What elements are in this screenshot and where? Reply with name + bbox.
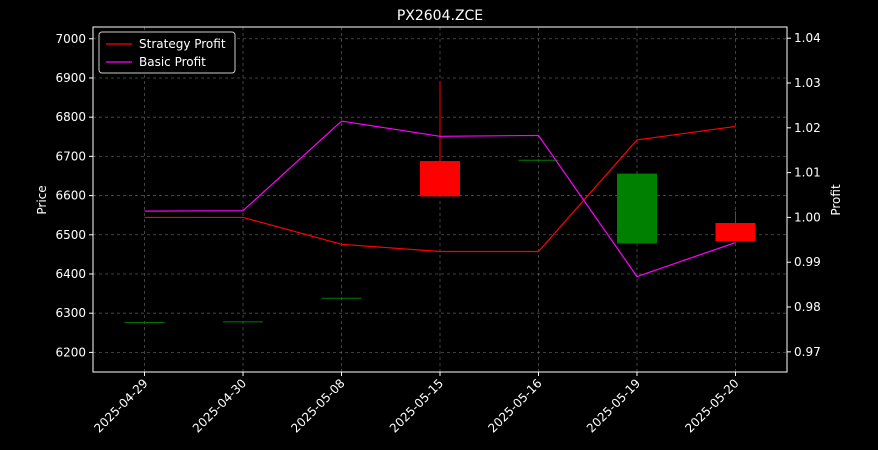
legend-label-strategy-profit: Strategy Profit <box>139 37 226 51</box>
series-line-basic-profit <box>144 120 736 278</box>
candles <box>124 81 756 324</box>
price-tick-label: 6600 <box>55 189 86 203</box>
candle-body <box>617 173 657 244</box>
candle-body <box>715 223 756 242</box>
price-tick-label: 6300 <box>55 306 86 320</box>
price-tick-label: 6500 <box>55 228 86 242</box>
candle-2025-05-19 <box>617 173 657 244</box>
price-tick-label: 6900 <box>55 71 86 85</box>
profit-axis: 0.97 0.98 0.99 1.00 1.01 1.02 1.03 1.04 <box>787 31 821 359</box>
candle-body <box>420 161 460 197</box>
profit-lines <box>144 120 736 278</box>
price-axis: 6200 6300 6400 6500 6600 6700 6800 6900 7000 <box>55 32 93 359</box>
profit-tick-label: 1.03 <box>794 76 821 90</box>
profit-tick-label: 1.02 <box>794 121 821 135</box>
price-tick-label: 7000 <box>55 32 86 46</box>
series-line-strategy-profit <box>144 125 736 253</box>
profit-tick-label: 1.01 <box>794 166 821 180</box>
profit-axis-label: Profit <box>829 184 843 216</box>
profit-tick-label: 0.99 <box>794 255 821 269</box>
price-tick-label: 6800 <box>55 110 86 124</box>
chart-title: PX2604.ZCE <box>397 8 483 24</box>
profit-tick-label: 1.04 <box>794 31 821 45</box>
profit-tick-label: 1.00 <box>794 210 821 224</box>
candle-2025-05-15 <box>420 81 460 197</box>
candle-2025-05-20 <box>715 211 756 242</box>
price-tick-label: 6200 <box>55 345 86 359</box>
legend-label-basic-profit: Basic Profit <box>139 55 206 69</box>
legend-box <box>98 31 236 74</box>
profit-tick-label: 0.97 <box>794 345 821 359</box>
price-axis-label: Price <box>35 185 49 214</box>
price-tick-label: 6700 <box>55 149 86 163</box>
legend: Strategy Profit Basic Profit <box>98 31 236 74</box>
profit-tick-label: 0.98 <box>794 300 821 314</box>
price-tick-label: 6400 <box>55 267 86 281</box>
